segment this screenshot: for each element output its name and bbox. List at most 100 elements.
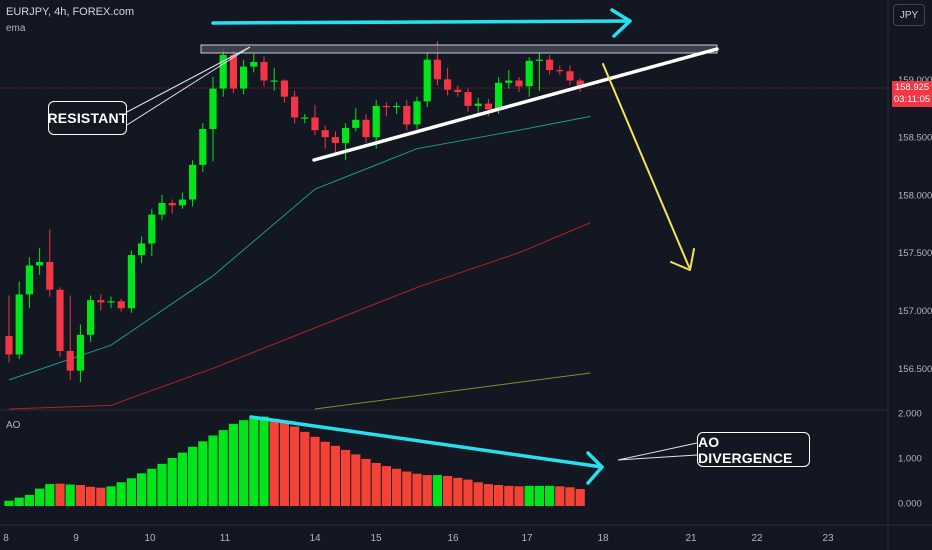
ao-bar — [239, 420, 249, 506]
candle[interactable] — [382, 102, 390, 117]
time-tick-label: 15 — [370, 533, 382, 544]
ema-line-2[interactable] — [8, 222, 591, 410]
candle[interactable] — [5, 295, 13, 363]
candle[interactable] — [189, 160, 197, 207]
ao-bar — [524, 485, 534, 506]
candle[interactable] — [331, 131, 339, 156]
ao-bar — [412, 473, 422, 506]
candle[interactable] — [15, 281, 23, 360]
candle[interactable] — [158, 194, 166, 221]
candle[interactable] — [525, 57, 533, 97]
candle[interactable] — [270, 67, 278, 91]
ao-bar — [65, 484, 75, 506]
symbol-title[interactable]: EURJPY, 4h, FOREX.com — [6, 6, 135, 18]
time-tick-label: 9 — [73, 533, 79, 544]
ao-divergence-arrow[interactable] — [249, 415, 604, 485]
yellow-down-arrow[interactable] — [602, 63, 695, 271]
candle[interactable] — [413, 96, 421, 130]
ao-divergence-callout[interactable]: AO DIVERGENCE — [697, 432, 810, 467]
candle[interactable] — [393, 102, 401, 115]
candle[interactable] — [321, 125, 329, 149]
ao-bar — [310, 436, 320, 506]
candle[interactable] — [178, 192, 186, 209]
candle[interactable] — [260, 56, 268, 87]
candle[interactable] — [362, 114, 370, 143]
ao-callout-line-1 — [617, 442, 698, 461]
ao-bar — [147, 468, 157, 506]
candle[interactable] — [372, 100, 380, 149]
candle[interactable] — [66, 295, 74, 380]
candle[interactable] — [97, 294, 105, 311]
ema-line-3[interactable] — [314, 372, 591, 410]
ao-bar — [320, 441, 330, 506]
resistant-callout-line-1 — [126, 46, 251, 113]
candle[interactable] — [219, 49, 227, 97]
candle[interactable] — [301, 114, 309, 124]
price-tick-label: 159.000 — [898, 75, 932, 86]
candle[interactable] — [56, 287, 64, 357]
candle[interactable] — [403, 100, 411, 131]
candle[interactable] — [87, 295, 95, 342]
ao-bar — [126, 478, 136, 506]
currency-button[interactable]: JPY — [893, 4, 925, 26]
price-tick-label: 156.500 — [898, 364, 932, 375]
candle[interactable] — [280, 79, 288, 103]
ao-bar — [483, 484, 493, 506]
candle[interactable] — [423, 51, 431, 108]
ao-bar — [494, 485, 504, 506]
ao-bar — [86, 486, 96, 506]
ascending-trendline[interactable] — [312, 47, 719, 162]
candle[interactable] — [464, 88, 472, 112]
ao-bar — [269, 418, 279, 506]
candle[interactable] — [546, 55, 554, 75]
indicator-label-ao[interactable]: AO — [6, 420, 21, 431]
candle[interactable] — [250, 53, 258, 73]
candle[interactable] — [127, 250, 135, 313]
ao-bar — [463, 479, 473, 506]
candle[interactable] — [474, 97, 482, 115]
candle[interactable] — [107, 296, 115, 309]
candle[interactable] — [566, 65, 574, 86]
ao-bar — [504, 485, 514, 506]
candle[interactable] — [291, 90, 299, 124]
ao-bar — [290, 426, 300, 506]
resistant-callout[interactable]: RESISTANT — [47, 101, 127, 135]
ao-bar — [116, 482, 126, 506]
candle[interactable] — [556, 65, 564, 75]
ema-line-1[interactable] — [8, 115, 591, 381]
drawings[interactable] — [126, 8, 719, 485]
candle[interactable] — [515, 77, 523, 93]
candle[interactable] — [342, 123, 350, 161]
candle[interactable] — [76, 324, 84, 383]
ao-bar — [534, 485, 544, 506]
indicator-label-ema[interactable]: ema — [6, 23, 26, 34]
candle[interactable] — [46, 229, 54, 297]
ao-bar — [300, 431, 310, 506]
time-tick-label: 16 — [447, 533, 459, 544]
candle[interactable] — [199, 123, 207, 172]
candle[interactable] — [454, 85, 462, 97]
last-price-value: 158.925 — [894, 82, 930, 93]
candle[interactable] — [240, 59, 248, 95]
ao-bar — [35, 488, 45, 506]
candle[interactable] — [311, 104, 319, 135]
candle[interactable] — [138, 236, 146, 264]
candle[interactable] — [444, 67, 452, 96]
candle[interactable] — [25, 257, 33, 309]
ao-bar — [330, 445, 340, 506]
candle[interactable] — [505, 70, 513, 89]
candle[interactable] — [36, 248, 44, 275]
candle[interactable] — [352, 108, 360, 132]
candle[interactable] — [209, 77, 217, 162]
ao-bar — [198, 441, 208, 506]
bar-countdown: 03:11:05 — [893, 94, 931, 105]
top-cyan-arrow[interactable] — [211, 8, 632, 38]
ao-bar — [371, 462, 381, 506]
resistance-zone[interactable] — [200, 44, 718, 54]
candle[interactable] — [535, 51, 543, 91]
candle[interactable] — [168, 199, 176, 214]
candle[interactable] — [148, 208, 156, 257]
candle[interactable] — [117, 298, 125, 312]
ao-bar — [422, 475, 432, 506]
